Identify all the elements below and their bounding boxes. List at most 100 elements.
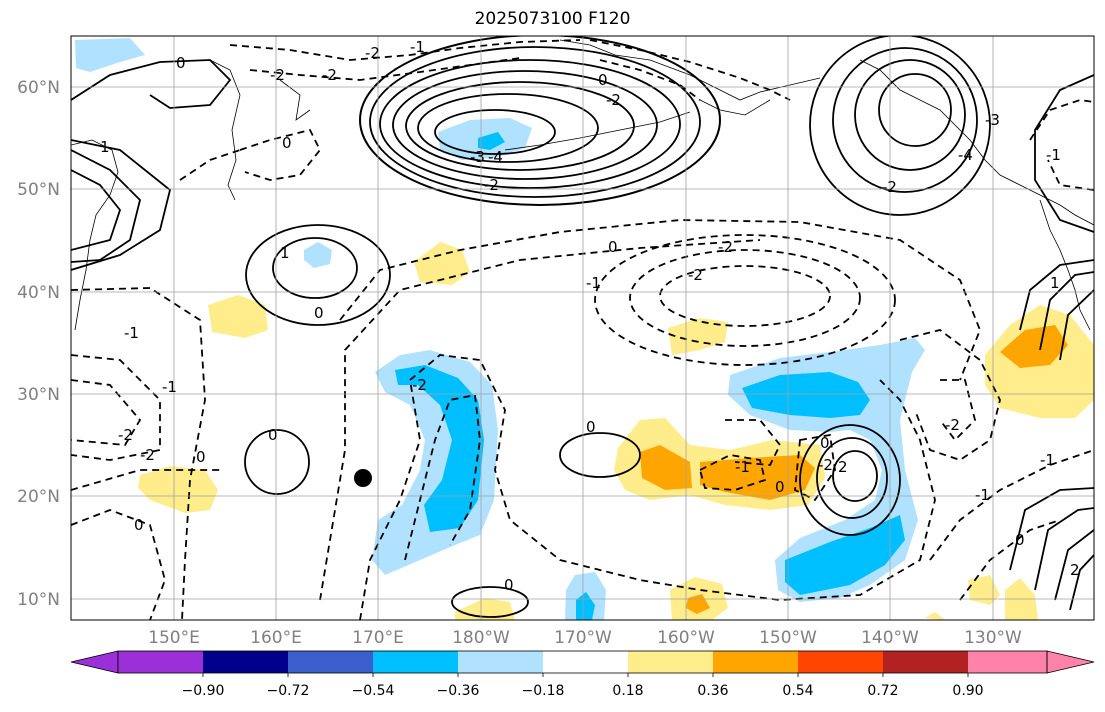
contour-north-neg-6	[179, 149, 241, 181]
coast-japan	[71, 139, 119, 331]
contour-label: 0	[598, 71, 608, 89]
contour-label: -3	[470, 148, 485, 166]
coast-bc	[1039, 199, 1091, 331]
contour-central-high-3	[832, 450, 878, 502]
contour-high-5	[405, 81, 635, 171]
contour-zero-south	[71, 469, 220, 491]
colorbar-tick-label: 0.36	[697, 683, 728, 699]
blue-patch-south-core	[785, 515, 905, 595]
yellow-patch-bottom-3	[968, 575, 1000, 605]
contour-label: -2	[140, 446, 155, 464]
lon-label: 160°E	[250, 628, 302, 648]
contour-trough-2	[629, 249, 861, 347]
lon-label: 170°W	[554, 628, 612, 648]
contour-north-neg-2	[249, 57, 521, 81]
contour-east-neg-1	[899, 329, 1001, 461]
lon-label: 140°W	[861, 628, 919, 648]
map-title: 2025073100 F120	[474, 9, 631, 29]
colorbar-segment	[118, 651, 203, 673]
contour-central-low-5	[794, 433, 836, 502]
contour-west-neg-1	[71, 354, 161, 461]
contour-east-4	[1059, 289, 1094, 361]
contour-nw-2	[71, 149, 141, 263]
graticule	[71, 36, 1094, 620]
contour-label: 0	[504, 576, 514, 594]
contour-east-2	[1019, 259, 1094, 331]
contour-label: 1	[1050, 274, 1060, 292]
contour-label: 2	[1070, 561, 1080, 579]
contour-high-7	[434, 109, 556, 155]
lon-label: 130°W	[964, 628, 1022, 648]
contour-trough-3	[659, 265, 831, 327]
contour-label: -1	[1040, 451, 1055, 469]
colorbar-segment	[968, 651, 1047, 673]
lat-label: 10°N	[17, 590, 60, 610]
contour-trough-5	[319, 239, 761, 601]
coast-alaska	[559, 39, 1094, 226]
contours	[71, 36, 1094, 620]
latitude-labels: 60°N 50°N 40°N 30°N 20°N 10°N	[17, 78, 60, 610]
colorbar: −0.90 −0.72 −0.54 −0.36 −0.18 0.18 0.36 …	[70, 650, 1095, 699]
contour-label: -4	[488, 148, 503, 166]
contour-west-high-inner	[272, 237, 358, 299]
contour-label: -3	[985, 111, 1000, 129]
colorbar-tick-label: −0.36	[437, 683, 480, 699]
contour-label: 0	[314, 304, 324, 322]
contour-central-low-4	[725, 419, 782, 466]
contour-central-low-2	[404, 393, 481, 561]
contour-central-high-2	[816, 437, 888, 519]
blue-patch-east-core	[742, 372, 870, 418]
contour-central-low-1	[359, 354, 936, 620]
contour-label: 0	[176, 54, 186, 72]
contour-east-5	[1009, 487, 1094, 571]
contour-west-neg-2	[71, 379, 142, 446]
contour-label: -2	[606, 91, 621, 109]
contour-goa-1	[809, 36, 991, 216]
yellow-patch-small-1	[208, 295, 268, 338]
contour-label: -4	[958, 146, 973, 164]
contour-nw-4	[71, 139, 172, 271]
colorbar-extend-low	[70, 650, 119, 674]
contour-east-neg-4	[959, 519, 1061, 601]
contour-north-neg-4	[599, 59, 701, 101]
lon-label: 180°W	[452, 628, 510, 648]
contour-east-7	[1054, 529, 1094, 601]
colorbar-segment	[883, 651, 968, 673]
contour-east-6	[1034, 507, 1094, 591]
colorbar-tick-label: 0.54	[782, 683, 813, 699]
contour-label: -1	[1046, 146, 1061, 164]
contour-small-high-1	[244, 429, 310, 495]
colorbar-tick-label: −0.90	[182, 683, 225, 699]
colorbar-tick-labels: −0.90 −0.72 −0.54 −0.36 −0.18 0.18 0.36 …	[182, 683, 984, 699]
colorbar-tick-label: −0.18	[522, 683, 565, 699]
contour-label: -2	[118, 426, 133, 444]
contour-label: -2	[484, 176, 499, 194]
lon-label: 160°W	[657, 628, 715, 648]
contour-east-neg-5	[1029, 99, 1094, 191]
colorbar-segment	[713, 651, 798, 673]
contour-label: -1	[586, 274, 601, 292]
coast-kamchatka	[209, 59, 311, 201]
contour-label: -1	[975, 486, 990, 504]
contour-west-high-outer	[245, 224, 391, 326]
contour-label: -2	[322, 66, 337, 84]
contour-label: 0	[1015, 531, 1025, 549]
contour-east-8	[1069, 554, 1094, 611]
contour-east-3	[1039, 271, 1094, 351]
map-frame	[70, 35, 1095, 621]
contour-north-neg-5	[239, 128, 322, 181]
contour-nw-1	[71, 59, 232, 109]
contour-label: -2	[365, 44, 380, 62]
contour-label: 0	[282, 134, 292, 152]
colorbar-segment	[373, 651, 458, 673]
colorbar-segment	[288, 651, 373, 673]
lat-label: 30°N	[17, 385, 60, 405]
blue-patch-small	[304, 242, 332, 268]
lat-label: 60°N	[17, 78, 60, 98]
yellow-patch-small-3	[668, 318, 728, 355]
contour-label: -1	[735, 458, 750, 476]
contour-label: 1	[280, 244, 290, 262]
yellow-patch-bottom-5	[925, 612, 945, 620]
colorbar-tick-label: 0.72	[867, 683, 898, 699]
